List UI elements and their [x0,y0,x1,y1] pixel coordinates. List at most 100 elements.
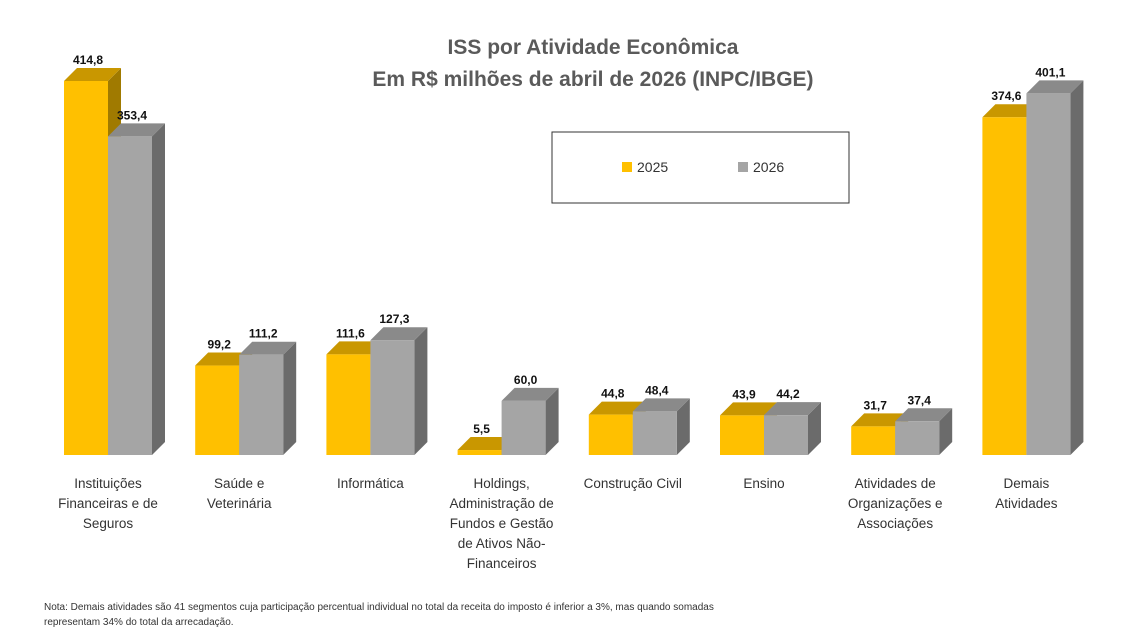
bar-front [501,400,546,455]
bar-side [414,327,428,455]
data-label-2025-informatica: 111,6 [336,326,365,340]
category-label-line: Holdings, [473,476,530,491]
bar-top [457,437,515,451]
category-label-demais-atividades: Demais Atividades [956,474,1096,514]
bar-front [64,81,108,455]
bar-front [195,365,240,455]
bar-top [851,413,909,427]
category-label-ensino: Ensino [694,474,834,494]
data-label-2025-saude-e: 99,2 [208,338,232,352]
bar-top [632,398,690,412]
bar-front [457,450,502,455]
bar-side [545,387,559,455]
data-label-2026-saude-e: 111,2 [249,327,278,341]
bars-group: 414,8 353,4 99,2 111,2 111,6 127,3 5,5 60,0 44,8… [64,53,1084,455]
legend: 2025 2026 [551,131,850,204]
footnote: Nota: Demais atividades são 41 segmentos… [44,602,714,628]
bar-front [720,415,764,455]
chart-title: ISS por Atividade Econômica [448,36,739,59]
bar-front [239,354,284,455]
category-label-line: Saúde e [214,476,265,491]
bar-2026-informatica [370,327,428,455]
category-label-line: Seguros [82,516,134,531]
bar-top [982,104,1040,118]
category-label-line: Organizações e [847,496,943,511]
category-label-line: Demais [1003,476,1050,491]
legend-swatch-2026 [738,162,748,172]
bar-2026-construcao-civil [632,398,690,455]
bar-top [1026,80,1084,94]
bar-2026-demais-atividades [1026,80,1084,455]
category-label-line: Informática [337,476,404,491]
data-label-2025-construcao-civil: 44,8 [601,387,625,401]
category-label-line: Ensino [743,476,785,491]
category-label-line: Associações [857,516,934,531]
bar-top [370,327,428,341]
bar-top [720,402,777,416]
bar-side [283,341,297,455]
data-label-2026-demais-atividades: 401,1 [1035,65,1065,79]
bar-side [1070,80,1084,455]
legend-label-2025: 2025 [637,159,668,175]
bar-front [764,415,808,455]
bar-front [588,414,633,455]
bar-top [326,341,384,355]
bar-front [1026,93,1071,455]
category-label-construcao-civil: Construção Civil [563,474,703,494]
bar-side [152,123,165,455]
bar-side [808,402,821,455]
data-label-2026-informatica: 127,3 [379,312,409,326]
data-label-2025-ensino: 43,9 [732,387,756,401]
category-label-instituicoes-financeiras: Instituições Financeiras e de Seguros [38,474,178,534]
category-label-holdings-administracao: Holdings, Administração de Fundos e Gestão… [432,474,572,574]
data-label-2025-instituicoes-financeiras: 414,8 [73,53,103,67]
bar-front [851,426,896,455]
bar-front [326,354,371,455]
data-label-2026-holdings-administracao: 60,0 [514,373,538,387]
bar-front [108,136,152,455]
category-label-line: Administração de [449,496,554,511]
bar-front [895,421,940,455]
category-label-atividades-de: Atividades de Organizações e Associações [825,474,965,534]
data-label-2026-construcao-civil: 48,4 [645,383,669,397]
category-label-line: Financeiras e de [58,496,158,511]
bar-side [676,398,690,455]
bar-front [982,117,1027,455]
bar-2026-instituicoes-financeiras [108,123,165,455]
data-label-2025-atividades-de: 31,7 [864,398,888,412]
category-label-line: Atividades [995,496,1058,511]
bar-front [632,411,677,455]
category-label-saude-e: Saúde e Veterinária [169,474,309,514]
bar-side [939,408,953,455]
legend-label-2026: 2026 [753,159,784,175]
data-label-2026-ensino: 44,2 [776,387,800,401]
category-label-line: Atividades de [854,476,936,491]
category-label-line: de Ativos Não- [457,536,546,551]
bar-top [239,341,297,355]
bar-2026-holdings-administracao [501,387,559,455]
bar-top [588,401,646,415]
bar-2026-atividades-de [895,408,953,455]
chart-subtitle: Em R$ milhões de abril de 2026 (INPC/IBG… [372,68,813,91]
legend-box [551,131,850,204]
bar-top [764,402,821,416]
bar-front [370,340,415,455]
bar-top [501,387,559,401]
category-label-line: Financeiros [466,556,537,571]
data-label-2025-demais-atividades: 374,6 [991,89,1021,103]
category-label-line: Instituições [74,476,142,491]
bar-2026-ensino [764,402,821,455]
category-label-line: Veterinária [206,496,272,511]
category-label-line: Construção Civil [583,476,682,491]
bar-top [895,408,953,422]
bar-top [108,123,165,137]
data-label-2026-atividades-de: 37,4 [908,393,932,407]
legend-swatch-2025 [622,162,632,172]
category-label-informatica: Informática [300,474,440,494]
bar-2026-saude-e [239,341,297,455]
category-label-line: Fundos e Gestão [449,516,554,531]
bar-top [64,68,121,81]
data-label-2026-instituicoes-financeiras: 353,4 [117,108,147,122]
